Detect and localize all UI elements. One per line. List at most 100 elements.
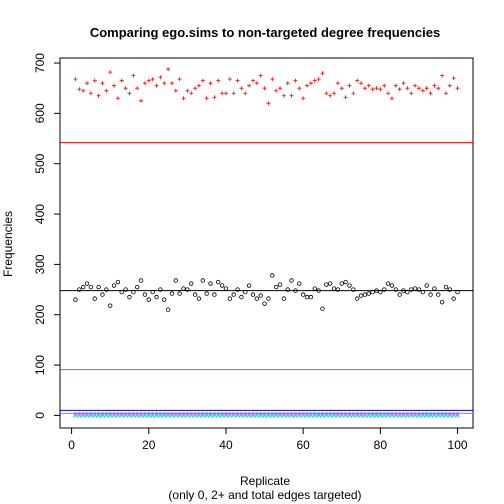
data-point-0-38 (220, 91, 225, 96)
data-point-0-65 (324, 91, 329, 96)
data-point-1-64 (320, 306, 325, 311)
data-point-1-35 (208, 281, 213, 286)
baseline-point-2-70 (339, 411, 344, 417)
data-point-0-95 (440, 73, 445, 78)
baseline-point-0-75 (358, 412, 364, 418)
baseline-point-0-46 (246, 412, 252, 418)
baseline-point-0-58 (292, 412, 298, 418)
data-point-1-4 (88, 284, 94, 290)
data-point-1-65 (324, 282, 329, 287)
baseline-point-2-81 (382, 411, 387, 417)
data-point-0-75 (362, 86, 367, 91)
baseline-point-0-55 (281, 412, 287, 418)
data-point-0-20 (150, 77, 155, 82)
baseline-point-0-48 (254, 412, 260, 418)
data-point-1-78 (374, 288, 379, 293)
data-point-0-63 (316, 77, 321, 82)
data-point-1-79 (378, 289, 383, 295)
baseline-point-0-98 (447, 412, 453, 418)
data-point-1-52 (273, 284, 279, 290)
data-point-1-89 (416, 287, 422, 292)
baseline-point-2-42 (231, 411, 236, 417)
baseline-point-0-62 (308, 412, 314, 418)
baseline-point-2-29 (181, 411, 186, 417)
data-points (73, 67, 460, 312)
baseline-point-0-61 (304, 412, 310, 418)
baseline-point-0-49 (258, 412, 264, 418)
data-point-1-62 (312, 286, 317, 291)
data-point-0-67 (332, 91, 337, 96)
baseline-point-2-61 (304, 411, 310, 417)
data-point-1-61 (308, 294, 314, 300)
baseline-point-0-8 (99, 412, 105, 418)
baseline-point-2-19 (142, 411, 148, 417)
baseline-point-2-91 (420, 411, 425, 417)
baseline-point-0-1 (72, 412, 78, 418)
baseline-point-2-88 (409, 411, 414, 417)
baseline-point-2-47 (250, 411, 256, 417)
baseline-point-2-59 (297, 411, 302, 417)
y-tick-label-2: 200 (33, 304, 47, 324)
baseline-point-2-84 (393, 411, 398, 417)
baseline-point-0-65 (319, 412, 325, 418)
data-point-0-14 (127, 91, 132, 96)
x-tick-label-0: 0 (68, 438, 75, 452)
data-point-1-69 (339, 281, 344, 286)
reference-lines (60, 142, 473, 414)
baseline-point-2-98 (447, 411, 452, 417)
baseline-point-0-21 (150, 412, 156, 418)
data-point-0-28 (181, 96, 186, 101)
baseline-point-0-89 (412, 412, 418, 418)
baseline-point-0-84 (393, 412, 399, 418)
data-point-1-85 (401, 288, 406, 293)
data-point-0-94 (436, 86, 441, 91)
data-point-0-42 (235, 78, 240, 83)
baseline-point-2-4 (84, 411, 90, 417)
data-point-0-54 (281, 93, 286, 98)
data-point-1-53 (277, 282, 283, 287)
data-point-1-94 (436, 292, 441, 297)
baseline-point-0-63 (312, 412, 318, 418)
data-point-1-95 (439, 299, 445, 305)
data-point-0-73 (355, 78, 360, 83)
baseline-point-0-2 (76, 412, 82, 418)
data-point-0-78 (374, 86, 379, 91)
data-point-1-37 (216, 279, 221, 285)
baseline-point-0-44 (238, 412, 244, 418)
data-point-0-47 (254, 81, 259, 86)
data-point-0-29 (185, 88, 190, 93)
data-point-0-55 (285, 81, 290, 86)
data-point-1-50 (266, 296, 271, 301)
data-point-0-85 (401, 81, 406, 86)
baseline-point-0-18 (138, 412, 144, 418)
baseline-point-0-17 (134, 412, 140, 418)
baseline-point-2-69 (335, 411, 341, 417)
data-point-0-84 (397, 87, 402, 92)
baseline-point-0-40 (223, 412, 229, 418)
baseline-point-0-99 (451, 412, 457, 418)
data-point-0-32 (196, 83, 201, 88)
data-point-0-45 (247, 83, 252, 88)
data-point-0-71 (347, 83, 352, 88)
data-point-1-10 (111, 283, 117, 288)
baseline-point-2-20 (146, 411, 151, 417)
baseline-point-2-90 (416, 411, 422, 417)
y-tick-label-7: 700 (33, 53, 47, 73)
data-point-1-90 (420, 289, 426, 295)
data-point-1-60 (304, 294, 310, 300)
baseline-point-2-76 (362, 411, 368, 417)
data-point-1-33 (200, 278, 206, 283)
data-point-1-18 (142, 292, 148, 297)
data-point-0-50 (266, 101, 271, 106)
data-point-1-77 (370, 289, 375, 295)
baseline-point-2-52 (270, 411, 275, 417)
data-point-1-31 (192, 292, 198, 297)
data-point-1-70 (343, 279, 348, 285)
baseline-point-0-81 (381, 412, 387, 418)
baseline-point-0-25 (165, 412, 171, 418)
baseline-point-0-24 (161, 412, 167, 418)
baseline-point-0-90 (416, 412, 422, 418)
data-point-0-77 (370, 87, 375, 92)
data-point-1-27 (177, 291, 182, 296)
data-point-0-91 (424, 86, 429, 91)
